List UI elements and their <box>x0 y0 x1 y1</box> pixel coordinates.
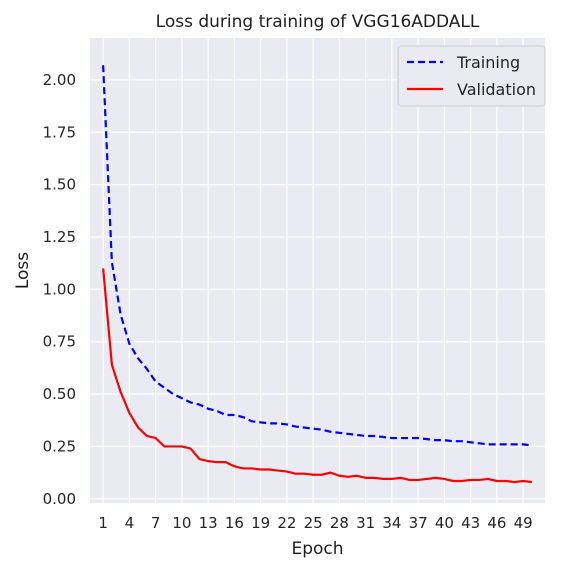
x-tick-labels: 1 4 7 10 13 16 19 22 25 28 31 34 37 40 43 46 49 <box>98 514 532 532</box>
y-tick-label: 0.00 <box>43 490 76 508</box>
y-tick-label: 1.25 <box>43 228 76 246</box>
series-line-training <box>102 65 533 447</box>
x-tick-label: 31 <box>356 514 375 532</box>
x-tick-label: 10 <box>172 514 191 532</box>
y-tick-label: 0.50 <box>43 385 76 403</box>
legend-validation-label: Validation <box>457 80 536 99</box>
chart-title: Loss during training of VGG16ADDALL <box>156 12 480 32</box>
x-tick-label: 16 <box>225 514 244 532</box>
y-axis-label: Loss <box>13 252 33 289</box>
y-tick-label: 1.50 <box>43 176 76 194</box>
legend: Training Validation <box>397 45 546 107</box>
x-axis-label: Epoch <box>291 539 343 559</box>
x-tick-label: 4 <box>125 514 135 532</box>
x-tick-label: 43 <box>461 514 480 532</box>
x-tick-label: 40 <box>435 514 454 532</box>
x-tick-label: 1 <box>98 514 108 532</box>
y-tick-label: 2.00 <box>43 71 76 89</box>
x-tick-label: 22 <box>277 514 296 532</box>
x-tick-label: 25 <box>304 514 323 532</box>
x-tick-label: 49 <box>514 514 533 532</box>
x-tick-label: 34 <box>382 514 401 532</box>
y-tick-label: 1.75 <box>43 123 76 141</box>
x-tick-label: 37 <box>409 514 428 532</box>
series-line-validation <box>102 268 533 484</box>
y-tick-labels: 0.00 0.25 0.50 0.75 1.00 1.25 1.50 1.75 2.00 <box>43 71 76 508</box>
grid-lines <box>90 38 545 503</box>
series-layer <box>102 65 533 484</box>
x-tick-label: 7 <box>151 514 161 532</box>
x-tick-label: 46 <box>487 514 506 532</box>
x-tick-label: 13 <box>199 514 218 532</box>
y-tick-label: 0.75 <box>43 333 76 351</box>
y-tick-label: 0.25 <box>43 437 76 455</box>
plot-area <box>90 38 545 503</box>
x-tick-label: 28 <box>330 514 349 532</box>
legend-training-label: Training <box>456 53 520 72</box>
x-tick-label: 19 <box>251 514 270 532</box>
y-tick-label: 1.00 <box>43 280 76 298</box>
